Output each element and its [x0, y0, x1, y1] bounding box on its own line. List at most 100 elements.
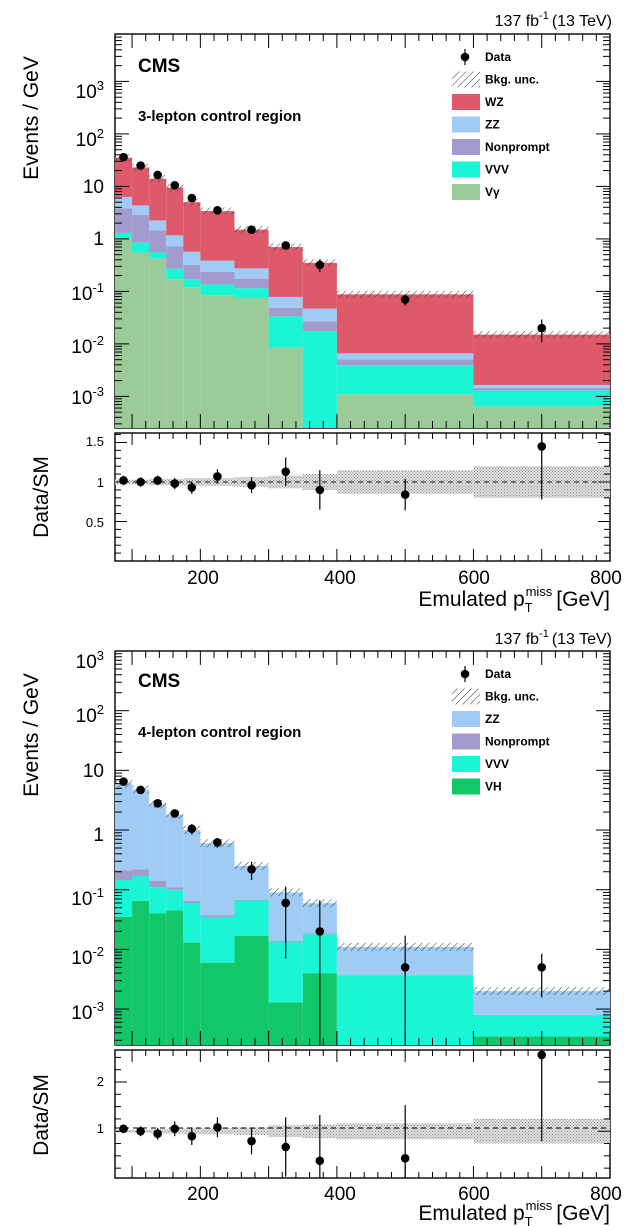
legend-label: Data [485, 50, 511, 64]
ratio-axis-title-2: Data/SM [30, 1074, 53, 1156]
ratio-point [170, 479, 180, 488]
ratio-point [153, 1129, 162, 1138]
data-point [153, 170, 162, 180]
ratio-point [119, 1124, 128, 1134]
legend-swatch [452, 139, 480, 155]
y-tick-label: 10-1 [71, 280, 104, 305]
bar-wz [115, 157, 133, 197]
bar-wz [132, 167, 150, 206]
x-tick-label: 800 [590, 568, 622, 589]
bar-vvv [115, 232, 133, 238]
bar-vvv [336, 365, 474, 395]
bar-nonprompt [234, 899, 269, 901]
data-point [187, 193, 197, 203]
bar-wz [183, 202, 201, 252]
bar-v [268, 347, 303, 428]
data-point [400, 963, 410, 972]
bar-v [234, 297, 269, 428]
legend-label: Nonprompt [485, 735, 550, 749]
legend-swatch [452, 161, 480, 178]
bar-vvv [132, 875, 150, 901]
bar-vh [200, 962, 235, 1045]
ratio-points-1 [119, 433, 547, 511]
bar-zz [149, 220, 167, 231]
legend-swatch [452, 116, 480, 133]
bar-zz [132, 205, 150, 216]
bar-nonprompt [473, 387, 610, 391]
y-tick-label: 1 [93, 229, 104, 250]
x-tick-label: 800 [590, 1184, 622, 1205]
legend-swatch [452, 184, 480, 200]
ratio-ticks-2 [115, 1050, 611, 1178]
bar-v [166, 279, 184, 428]
bar-v [200, 295, 235, 428]
bar-nonprompt [183, 264, 201, 280]
bar-vvv [183, 279, 201, 288]
bar-wz [166, 187, 184, 236]
bar-zz [473, 991, 610, 1015]
legend-swatch [452, 94, 480, 110]
legend-label: Nonprompt [485, 140, 550, 154]
x-tick-label: 200 [187, 568, 219, 589]
y-tick-label: 10-3 [71, 999, 104, 1024]
bar-zz [234, 268, 269, 279]
data-point [213, 838, 222, 847]
chart-panel-2: 137 fb-1 (13 TeV) CMS 4-lepton control re… [20, 628, 622, 1226]
ratio-point [315, 485, 325, 495]
legend-label: Data [485, 667, 511, 681]
y-axis-title-2: Events / GeV [20, 673, 43, 797]
legend-swatch-hatch [452, 688, 480, 705]
ratio-point [315, 1156, 325, 1166]
bar-zz [200, 843, 235, 916]
legend-label: Bkg. unc. [485, 73, 539, 87]
data-point [119, 152, 128, 162]
bar-wz [268, 247, 303, 297]
legend-swatch-hatch [452, 71, 480, 88]
y-tick-label: 102 [76, 126, 104, 151]
x-tick-label: 200 [187, 1184, 219, 1205]
x-tick-label: 600 [458, 568, 490, 589]
bar-v [183, 287, 201, 428]
legend-label: Bkg. unc. [485, 690, 539, 704]
bar-nonprompt [200, 915, 235, 917]
legend-1: Data Bkg. unc. WZ ZZ Nonprompt VVV Vγ [452, 49, 550, 200]
bar-zz [149, 804, 167, 881]
ratio-plot-frame-2 [114, 1049, 611, 1179]
cms-label-2: CMS [138, 671, 180, 692]
ratio-tick-label: 0.5 [86, 515, 104, 530]
legend-label: ZZ [485, 712, 500, 726]
ratio-point [281, 1142, 290, 1152]
data-point [153, 799, 162, 808]
ratio-tick-label: 1 [97, 475, 104, 490]
ratio-axis-title-1: Data/SM [30, 456, 53, 538]
bar-vh [268, 1002, 303, 1045]
x-axis-title-2: Emulated pTmiss [GeV] [418, 1198, 610, 1226]
ratio-point [153, 476, 162, 485]
bar-zz [336, 353, 474, 360]
legend-label: Vγ [485, 185, 500, 199]
bar-zz [132, 789, 150, 870]
data-points-2 [119, 777, 547, 1045]
y-tick-label: 10 [83, 761, 104, 782]
bar-nonprompt [115, 870, 133, 881]
y-tick-label: 10-2 [71, 333, 104, 358]
bar-zz [166, 235, 184, 247]
data-point [170, 809, 180, 818]
bar-nonprompt [132, 215, 150, 243]
bar-nonprompt [166, 246, 184, 269]
bar-vvv [166, 889, 184, 911]
y-tick-label: 103 [76, 648, 104, 673]
bar-nonprompt [149, 230, 167, 253]
bkg-unc-hatch [336, 290, 474, 298]
bar-vh [132, 900, 150, 1045]
ratio-point [136, 477, 145, 487]
legend-label: VVV [485, 163, 509, 177]
y-tick-label: 1 [93, 825, 104, 846]
legend-swatch [452, 778, 480, 795]
x-tick-label: 600 [458, 1184, 490, 1205]
data-point [281, 241, 290, 250]
ratio-uncertainty-2 [115, 1118, 610, 1144]
bar-nonprompt [302, 321, 337, 332]
bar-zz [200, 260, 235, 272]
